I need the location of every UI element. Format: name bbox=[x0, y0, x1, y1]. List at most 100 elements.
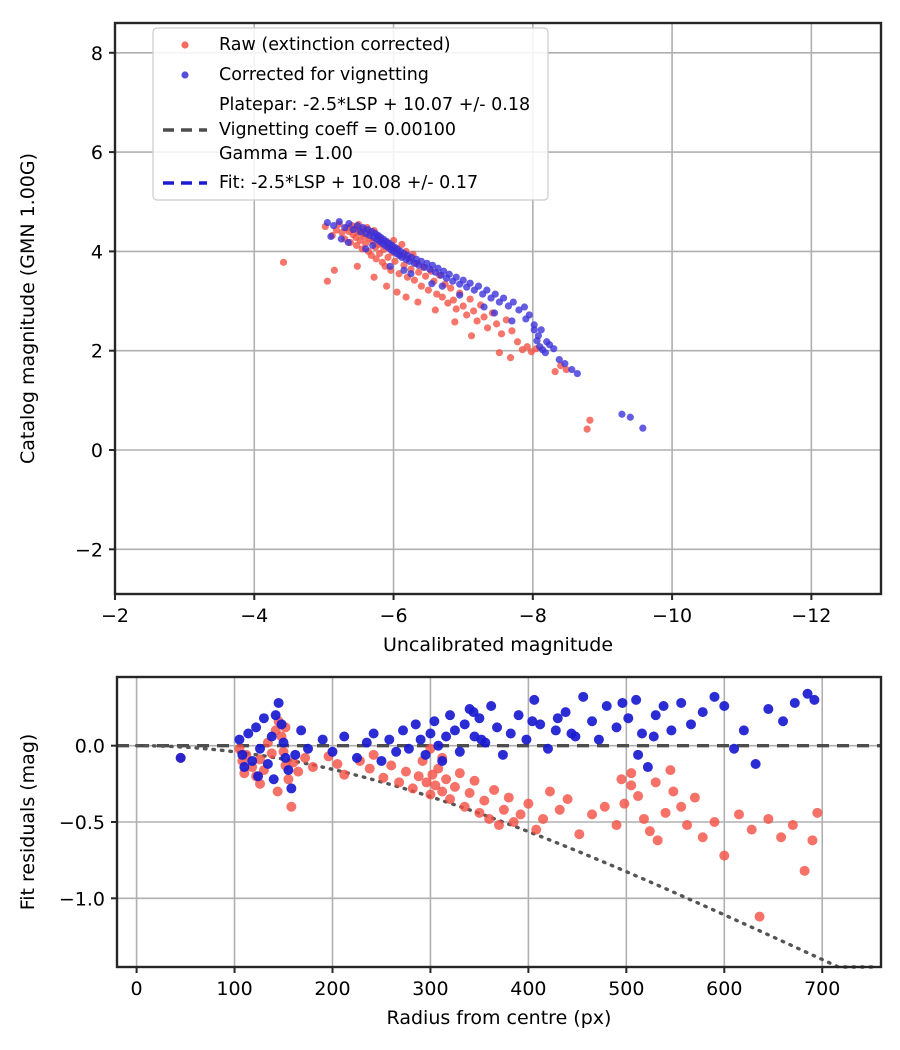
data-point bbox=[417, 282, 425, 290]
data-point bbox=[266, 748, 277, 759]
data-point bbox=[288, 757, 299, 768]
x-tick-label: 400 bbox=[510, 978, 546, 1000]
data-point bbox=[494, 820, 504, 831]
data-point bbox=[445, 794, 456, 805]
data-point bbox=[423, 259, 431, 267]
x-tick-label: 100 bbox=[216, 978, 252, 1000]
legend-label: Corrected for vignetting bbox=[219, 65, 429, 85]
data-point bbox=[335, 218, 343, 226]
data-point bbox=[421, 777, 432, 788]
data-point bbox=[368, 749, 379, 760]
data-point bbox=[440, 267, 448, 275]
data-point bbox=[420, 749, 431, 760]
vignetting-model-curve bbox=[134, 743, 875, 969]
data-point bbox=[400, 261, 408, 269]
data-point bbox=[469, 775, 480, 786]
data-point bbox=[433, 763, 444, 774]
data-point bbox=[330, 221, 338, 230]
data-point bbox=[433, 740, 444, 751]
data-point bbox=[789, 697, 800, 708]
legend-marker-point bbox=[181, 41, 189, 49]
data-point bbox=[283, 774, 294, 785]
data-point bbox=[515, 809, 526, 820]
data-point bbox=[522, 315, 530, 323]
data-point bbox=[255, 778, 266, 789]
data-point bbox=[402, 293, 410, 301]
data-point bbox=[283, 765, 294, 776]
data-point bbox=[327, 746, 338, 757]
data-point bbox=[504, 302, 513, 310]
data-point bbox=[268, 774, 279, 785]
data-point bbox=[454, 768, 465, 779]
data-point bbox=[574, 829, 585, 840]
data-point bbox=[486, 701, 497, 711]
data-point bbox=[286, 783, 297, 794]
data-point bbox=[438, 282, 446, 290]
data-point bbox=[441, 774, 452, 785]
data-point bbox=[429, 716, 440, 727]
data-point bbox=[459, 719, 470, 730]
data-point bbox=[428, 280, 436, 288]
data-point bbox=[307, 762, 318, 773]
data-point bbox=[393, 288, 401, 296]
data-point bbox=[527, 716, 538, 727]
axis-ticks: −2 −4 −6 −8 −10 −12 −2 0 2 4 6 8 bbox=[75, 43, 831, 627]
data-point bbox=[676, 697, 687, 708]
data-point bbox=[410, 719, 421, 730]
data-point bbox=[807, 835, 818, 846]
data-point bbox=[428, 261, 437, 269]
data-point bbox=[345, 219, 353, 228]
data-point bbox=[665, 765, 676, 776]
data-point bbox=[660, 807, 671, 818]
data-point bbox=[293, 766, 304, 777]
data-point bbox=[262, 759, 273, 769]
data-point bbox=[332, 759, 343, 769]
x-tick-label: −6 bbox=[380, 605, 408, 627]
data-point bbox=[776, 832, 787, 843]
data-point bbox=[508, 327, 516, 335]
data-point bbox=[578, 691, 589, 702]
data-point bbox=[562, 794, 573, 805]
data-point bbox=[434, 264, 442, 272]
data-point bbox=[372, 255, 380, 263]
data-point bbox=[639, 424, 647, 432]
data-point bbox=[738, 725, 749, 736]
data-point bbox=[668, 786, 679, 797]
y-tick-label: 2 bbox=[91, 341, 103, 363]
data-point bbox=[763, 704, 774, 715]
legend-background bbox=[152, 27, 549, 201]
data-point bbox=[554, 804, 565, 815]
data-point bbox=[626, 768, 637, 779]
data-point bbox=[809, 694, 820, 705]
data-point bbox=[520, 303, 529, 311]
data-point bbox=[425, 789, 436, 800]
data-point bbox=[650, 710, 661, 721]
data-point bbox=[468, 707, 479, 718]
data-point bbox=[441, 731, 452, 742]
data-point bbox=[255, 743, 266, 754]
data-point bbox=[537, 326, 545, 334]
data-point bbox=[483, 324, 492, 332]
y-tick-label: 8 bbox=[91, 43, 103, 65]
data-point bbox=[237, 749, 248, 760]
data-point bbox=[697, 832, 708, 843]
data-point bbox=[300, 752, 311, 763]
data-point bbox=[456, 291, 464, 299]
data-point bbox=[445, 710, 456, 721]
data-point bbox=[530, 321, 538, 329]
axes-frame bbox=[113, 21, 883, 596]
data-point bbox=[386, 760, 397, 771]
y-tick-label: −1.0 bbox=[59, 888, 105, 910]
data-point bbox=[583, 425, 591, 433]
data-point bbox=[413, 771, 424, 782]
data-point bbox=[719, 850, 730, 861]
data-point bbox=[464, 788, 475, 798]
data-point bbox=[729, 743, 740, 754]
data-point bbox=[266, 731, 277, 742]
data-point bbox=[454, 746, 465, 757]
data-point bbox=[566, 728, 577, 739]
data-point bbox=[378, 772, 389, 783]
data-point bbox=[414, 298, 422, 306]
data-point bbox=[394, 777, 405, 788]
